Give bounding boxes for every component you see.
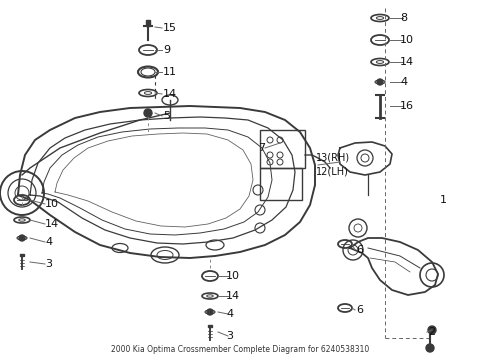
Circle shape	[426, 344, 434, 352]
Bar	[260, 130, 305, 168]
Text: 3: 3	[45, 259, 52, 269]
Text: 1: 1	[440, 195, 447, 205]
Text: 5: 5	[163, 111, 170, 121]
Text: 7: 7	[258, 143, 265, 153]
Bar	[260, 168, 302, 200]
Text: 8: 8	[400, 13, 407, 23]
Text: 12(LH): 12(LH)	[316, 167, 349, 177]
Circle shape	[19, 235, 25, 241]
Text: 3: 3	[226, 331, 233, 341]
Text: 10: 10	[400, 35, 414, 45]
Text: 16: 16	[400, 101, 414, 111]
Circle shape	[144, 109, 152, 117]
Text: 14: 14	[226, 291, 240, 301]
Text: 4: 4	[400, 77, 407, 87]
Text: 10: 10	[45, 199, 59, 209]
Text: 4: 4	[226, 309, 233, 319]
Circle shape	[428, 326, 436, 334]
Bar	[208, 325, 212, 327]
Text: 11: 11	[163, 67, 177, 77]
Text: 9: 9	[163, 45, 170, 55]
Text: 14: 14	[45, 219, 59, 229]
Circle shape	[377, 79, 383, 85]
Text: 2: 2	[428, 327, 435, 337]
Bar	[146, 20, 150, 26]
Text: 15: 15	[163, 23, 177, 33]
Text: 14: 14	[400, 57, 414, 67]
Text: 10: 10	[226, 271, 240, 281]
Text: 6: 6	[356, 305, 363, 315]
Text: 6: 6	[356, 245, 363, 255]
Text: 4: 4	[45, 237, 52, 247]
Text: 14: 14	[163, 89, 177, 99]
Text: 13(RH): 13(RH)	[316, 153, 350, 163]
Bar	[20, 254, 24, 256]
Circle shape	[207, 309, 213, 315]
Text: 2000 Kia Optima Crossmember Complete Diagram for 6240538310: 2000 Kia Optima Crossmember Complete Dia…	[111, 345, 369, 354]
